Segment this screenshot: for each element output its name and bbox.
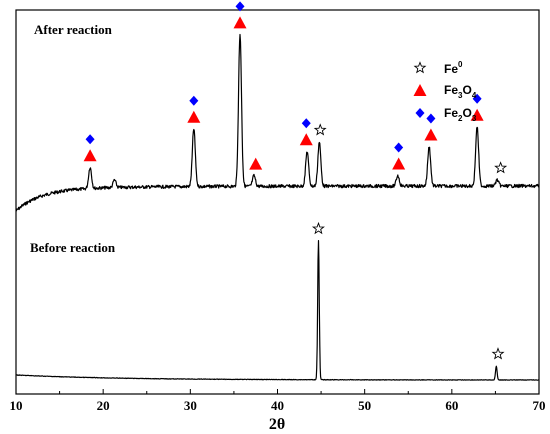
panel-label-after: After reaction <box>34 22 113 37</box>
legend-fe3o4-sub2: 4 <box>472 91 477 100</box>
fe3o4-triangle-marker <box>187 110 201 123</box>
fe0-star-marker <box>311 221 325 235</box>
fe3o4-triangle-marker <box>424 128 438 141</box>
trace-after-reaction <box>15 33 540 212</box>
fe3o4-triangle-marker <box>392 157 406 170</box>
fe3o4-triangle-marker <box>233 16 247 29</box>
legend-fe2o3-mid: O <box>462 106 471 120</box>
x-tick-label: 30 <box>184 398 197 413</box>
x-tick-label: 60 <box>445 398 458 413</box>
trace-before-reaction <box>15 240 540 381</box>
legend-fe3o4-triangle-icon <box>413 84 427 96</box>
fe2o3-diamond-marker <box>394 142 404 153</box>
x-axis-label: 2θ <box>269 416 285 433</box>
legend-fe0-star-icon <box>413 61 427 74</box>
legend-fe3o4-sub1: 3 <box>458 91 463 100</box>
legend-fe2o3-sub2: 3 <box>472 114 477 123</box>
x-tick-label: 10 <box>10 398 23 413</box>
x-tick-label: 20 <box>97 398 110 413</box>
legend-fe0-base: Fe <box>444 62 458 76</box>
fe3o4-triangle-marker <box>83 149 97 162</box>
panel-label-before: Before reaction <box>30 240 116 255</box>
fe3o4-triangle-marker <box>470 108 484 121</box>
x-ticks: 10 20 30 40 50 60 70 <box>10 389 546 413</box>
legend-label-fe3o4: Fe3O4 <box>444 83 477 100</box>
fe3o4-triangle-marker <box>249 157 263 170</box>
x-tick-label: 40 <box>271 398 284 413</box>
fe2o3-diamond-marker <box>301 118 311 129</box>
legend-fe2o3-sub1: 2 <box>458 114 463 123</box>
fe0-star-marker <box>313 123 327 136</box>
fe2o3-diamond-marker <box>235 1 245 12</box>
fe3o4-triangle-marker <box>299 133 313 146</box>
fe0-star-marker <box>491 347 505 360</box>
fe2o3-diamond-marker <box>85 134 95 145</box>
fe2o3-diamond-marker <box>426 113 436 124</box>
legend-label-fe2o3: Fe2O3 <box>444 106 477 123</box>
x-tick-label: 70 <box>533 398 546 413</box>
x-tick-label: 50 <box>358 398 371 413</box>
legend-fe2o3-diamond-icon <box>415 108 425 118</box>
traces <box>15 33 540 381</box>
fe0-star-marker <box>494 161 508 174</box>
legend: Fe0 Fe3O4 Fe2O3 <box>413 60 477 123</box>
legend-fe0-sup: 0 <box>458 60 463 69</box>
legend-fe3o4-mid: O <box>462 83 471 97</box>
phase-markers <box>83 1 508 360</box>
legend-fe2o3-base: Fe <box>444 106 458 120</box>
legend-fe3o4-base: Fe <box>444 83 458 97</box>
fe2o3-diamond-marker <box>189 95 199 106</box>
fe2o3-diamond-marker <box>472 93 482 104</box>
legend-label-fe0: Fe0 <box>444 60 463 76</box>
